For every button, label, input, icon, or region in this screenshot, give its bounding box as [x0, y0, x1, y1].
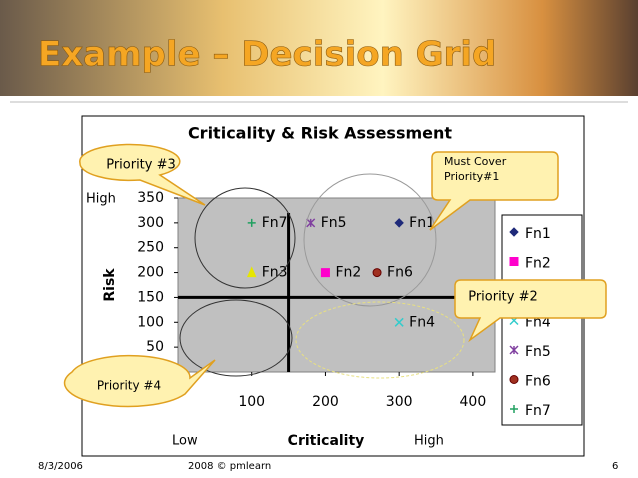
callout-shape	[429, 151, 559, 231]
marker	[320, 268, 330, 278]
y-tick-label: 250	[137, 240, 164, 256]
y-tick-label: 200	[137, 265, 164, 281]
data-label: Fn2	[335, 265, 361, 281]
y-tick-label: 300	[137, 215, 164, 231]
legend-marker	[509, 257, 519, 266]
data-label: Fn7	[262, 215, 288, 231]
data-label: Fn3	[262, 265, 288, 281]
ring	[295, 301, 465, 379]
data-label: Fn4	[409, 314, 435, 330]
x-axis-label: Criticality	[288, 433, 365, 449]
marker	[246, 266, 257, 278]
marker	[394, 317, 404, 327]
x-tick-label: 200	[312, 394, 339, 410]
callout-shape	[63, 354, 216, 408]
x-high: High	[414, 434, 444, 449]
callout-shape	[454, 279, 607, 343]
y-tick-label: 150	[137, 289, 164, 305]
page-number: 6	[612, 461, 618, 472]
data-label: Fn1	[409, 215, 435, 231]
marker	[394, 218, 404, 228]
chart-title: Criticality & Risk Assessment	[188, 124, 452, 143]
plot-area	[177, 197, 496, 373]
callout-text: Priority #4	[97, 379, 161, 393]
x-low: Low	[172, 434, 198, 449]
ring	[303, 173, 437, 307]
marker	[306, 218, 316, 228]
data-label: Fn5	[321, 215, 347, 231]
legend-marker	[509, 345, 519, 355]
x-tick-label: 300	[386, 394, 413, 410]
y-tick-label: 350	[137, 190, 164, 206]
legend-label: Fn6	[525, 374, 551, 390]
callout-text: Priority #2	[468, 290, 538, 305]
ring	[179, 299, 293, 377]
legend-marker	[509, 375, 519, 384]
marker	[372, 268, 382, 278]
x-tick-label: 100	[238, 394, 265, 410]
footer-copyright: 2008 © pmlearn	[188, 461, 271, 472]
legend-label: Fn1	[525, 226, 551, 242]
legend-label: Fn5	[525, 344, 551, 360]
y-tick-label: 50	[146, 339, 164, 355]
x-tick-label: 400	[460, 394, 487, 410]
legend-label: Fn7	[525, 403, 551, 419]
data-label: Fn6	[387, 265, 413, 281]
priority-rings	[179, 173, 465, 379]
marker	[247, 218, 256, 227]
callout-box: Must Cover Priority#1	[444, 155, 507, 183]
y-high: High	[86, 192, 116, 207]
callout-shape	[79, 143, 206, 206]
legend-marker	[510, 405, 518, 413]
footer-date: 8/3/2006	[38, 461, 83, 472]
callout-text: Priority #3	[106, 158, 176, 173]
callout-text: Must Cover Priority#1	[444, 155, 507, 183]
ring	[194, 187, 296, 289]
slide-title: Example – Decision Grid	[38, 35, 496, 75]
banner	[0, 0, 638, 96]
legend-label: Fn2	[525, 256, 551, 272]
y-axis-label: Risk	[102, 268, 118, 302]
y-tick-label: 100	[137, 314, 164, 330]
legend-marker	[509, 227, 519, 237]
